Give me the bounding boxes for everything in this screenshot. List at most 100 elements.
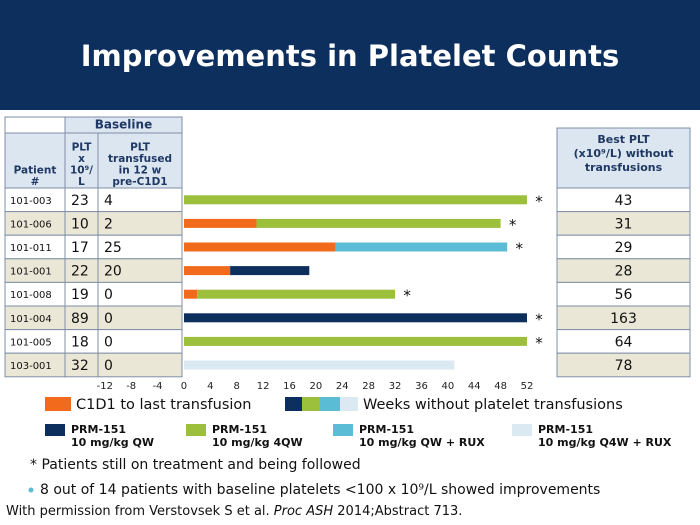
table-cell-text: 31	[615, 216, 633, 232]
legend-label: Weeks without platelet transfusions	[363, 397, 623, 413]
legend-label: PRM-151	[71, 423, 126, 436]
table-cell-text: 0	[104, 287, 113, 303]
credit-part: 2014;Abstract 713.	[333, 504, 462, 519]
x-tick-label: 4	[207, 381, 213, 392]
table-cell-text: 10	[71, 216, 89, 232]
table-cell-text: 0	[104, 334, 113, 350]
table-cell-text: 22	[71, 264, 89, 280]
bar-segment	[197, 289, 396, 299]
legend-label: 10 mg/kg QW + RUX	[359, 436, 485, 449]
table-header-text: transfusions	[585, 161, 663, 174]
table-header-text: transfused	[108, 153, 172, 165]
table-header-text: PLT	[130, 142, 151, 154]
bar-segment	[335, 242, 508, 252]
table-cell-text: 101-005	[10, 337, 52, 348]
table-cell-text: 19	[71, 287, 89, 303]
bullet-dot	[28, 487, 34, 493]
table-cell-text: 78	[615, 358, 633, 374]
legend-swatch	[186, 424, 206, 436]
table-header-text: (x10⁹/L) without	[574, 147, 674, 160]
table-cell	[556, 352, 691, 378]
legend-swatch	[45, 424, 65, 436]
bar-segment	[183, 242, 336, 252]
legend-swatch	[340, 397, 358, 411]
legend-label: 10 mg/kg QW	[71, 436, 154, 449]
x-tick-label: 36	[415, 381, 428, 392]
x-tick-label: 48	[494, 381, 507, 392]
table-header-text: Best PLT	[597, 133, 650, 146]
x-tick-label: -12	[97, 381, 113, 392]
ongoing-marker: *	[403, 287, 411, 305]
ongoing-marker: *	[509, 216, 517, 234]
table-header-text: L	[78, 176, 85, 188]
table-header-text: in 12 w	[119, 165, 162, 177]
table-cell-text: 2	[104, 216, 113, 232]
credit-part: With permission from Verstovsek S et al.	[6, 504, 274, 519]
table-cell-text: 20	[104, 264, 122, 280]
table-cell-text: 18	[71, 334, 89, 350]
bar-segment	[183, 336, 527, 346]
ongoing-marker: *	[535, 192, 543, 210]
x-tick-label: -4	[153, 381, 163, 392]
table-cell-text: 4	[104, 193, 113, 209]
x-tick-label: 28	[362, 381, 375, 392]
table-cell-text: 29	[615, 240, 633, 256]
x-tick-label: 44	[468, 381, 481, 392]
legend-label: PRM-151	[538, 423, 593, 436]
table-cell-text: 0	[104, 358, 113, 374]
legend-label: 10 mg/kg 4QW	[212, 436, 303, 449]
bar-segment	[183, 266, 231, 276]
bullet-text: 8 out of 14 patients with baseline plate…	[40, 482, 600, 498]
table-cell-text: 163	[610, 311, 637, 327]
legend-label: 10 mg/kg Q4W + RUX	[538, 436, 672, 449]
table-cell-text: 101-003	[10, 196, 52, 207]
bar-segment	[183, 313, 527, 323]
x-tick-label: 0	[181, 381, 187, 392]
credit: With permission from Verstovsek S et al.…	[6, 504, 462, 519]
header-band	[0, 0, 700, 110]
x-tick-label: 12	[257, 381, 270, 392]
legend-swatch	[285, 397, 302, 411]
x-tick-label: 24	[336, 381, 349, 392]
table-cell-text: 101-011	[10, 243, 52, 254]
legend-swatch	[333, 424, 353, 436]
x-tick-label: 40	[441, 381, 454, 392]
table-cell-text: 103-001	[10, 361, 52, 372]
table-cell-text: 101-008	[10, 290, 52, 301]
table-cell	[97, 352, 183, 378]
table-header-text: 10⁹/	[70, 165, 93, 177]
x-tick-label: 52	[521, 381, 534, 392]
table-header-text: pre-C1D1	[112, 176, 167, 188]
ongoing-marker: *	[535, 334, 543, 352]
bar-segment	[183, 360, 455, 370]
legend-label: PRM-151	[359, 423, 414, 436]
legend-label: PRM-151	[212, 423, 267, 436]
x-tick-label: 16	[283, 381, 296, 392]
table-cell-text: 101-001	[10, 267, 52, 278]
legend-swatch	[45, 397, 71, 411]
table-header-cell	[556, 127, 691, 189]
x-tick-label: 32	[389, 381, 402, 392]
table-cell-text: 89	[71, 311, 89, 327]
x-tick-label: 20	[310, 381, 323, 392]
table-header-text: x	[78, 153, 85, 165]
bar-segment	[183, 289, 198, 299]
x-tick-label: -8	[126, 381, 136, 392]
credit-part: Proc ASH	[274, 504, 334, 519]
table-cell-text: 43	[615, 193, 633, 209]
table-cell-text: 17	[71, 240, 89, 256]
bar-segment	[230, 266, 310, 276]
table-cell-text: 101-004	[10, 314, 52, 325]
ongoing-marker: *	[515, 240, 523, 258]
table-cell-text: 56	[615, 287, 633, 303]
bar-segment	[183, 195, 527, 205]
legend-swatch	[512, 424, 532, 436]
table-cell-text: 101-006	[10, 219, 52, 230]
legend-swatch	[302, 397, 320, 411]
table-header-text: #	[31, 176, 40, 188]
table-cell-text: 25	[104, 240, 122, 256]
bar-segment	[183, 218, 257, 228]
legend-label: C1D1 to last transfusion	[76, 397, 252, 413]
x-tick-label: 8	[234, 381, 240, 392]
